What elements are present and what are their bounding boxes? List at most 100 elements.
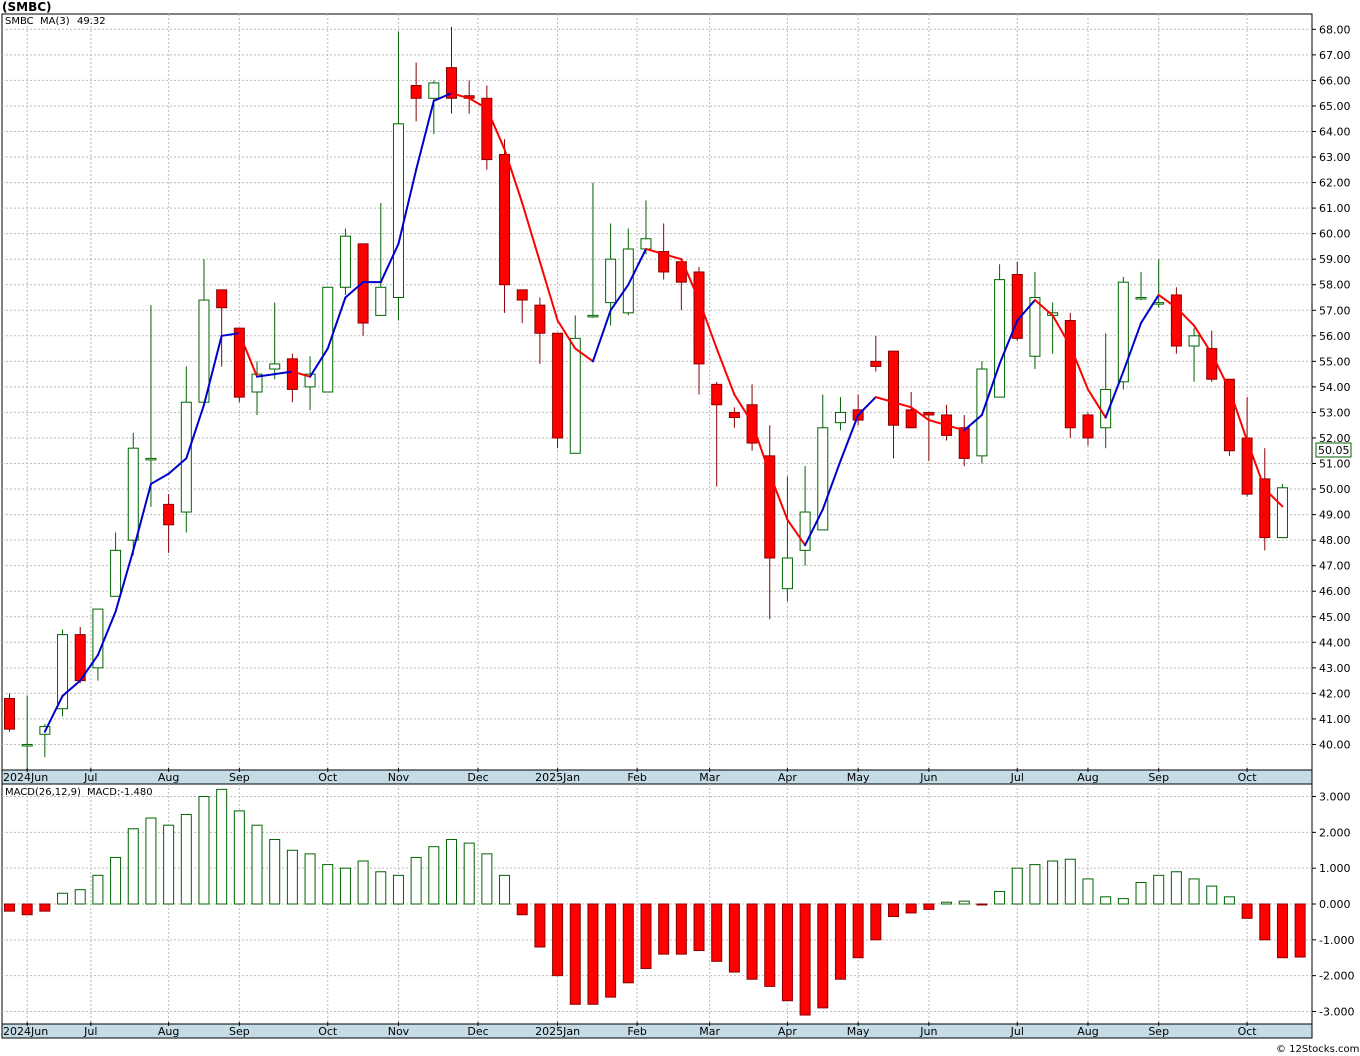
- ma3-segment: [167, 457, 188, 475]
- ma3-segment: [503, 148, 524, 204]
- candle-body: [428, 82, 440, 99]
- macd-month-labels: 2024Jun Jul Aug Sep Oct Nov Dec 2025Jan Feb Mar Ap…: [3, 1022, 1257, 1038]
- ma3-segment: [96, 610, 117, 657]
- price-month-label: Aug: [158, 771, 179, 784]
- ma3-segment: [857, 396, 877, 416]
- candle: [410, 62, 422, 122]
- ma3-segment: [1122, 322, 1143, 373]
- price-tick-label: 60.00: [1319, 228, 1351, 241]
- ma3-segment: [892, 401, 913, 409]
- candle-body: [1223, 378, 1235, 452]
- macd-panel: 3.000 2.000 1.000 0.000 -1.000 -2.000 -3.000 M…: [1, 783, 1354, 1025]
- price-tick-label: 47.00: [1319, 560, 1351, 573]
- ma3-segment: [804, 508, 824, 547]
- price-tick-label: 65.00: [1319, 100, 1351, 113]
- chart-title: (SMBC): [2, 0, 52, 14]
- ma3-segment: [733, 393, 754, 424]
- ma3-segment: [1069, 345, 1089, 391]
- candle: [888, 350, 899, 459]
- macd-tick-label: -2.000: [1319, 970, 1354, 983]
- candle-body: [499, 153, 511, 286]
- candle-body: [198, 299, 210, 403]
- macd-bar: [1047, 860, 1059, 905]
- candle-body: [145, 457, 157, 461]
- price-panel: 40.00 41.00 42.00 43.00 44.00 45.00 46.00 47.00…: [1, 13, 1352, 771]
- price-tick-label: 52.00: [1319, 432, 1351, 445]
- candle: [658, 223, 670, 280]
- ma3-segment: [1175, 306, 1196, 327]
- ma3-segment: [556, 319, 577, 350]
- ma3-segment: [927, 419, 948, 427]
- ma3-segment: [397, 168, 418, 245]
- candle: [322, 286, 334, 393]
- macd-month-label: 2025Jan: [535, 1025, 580, 1038]
- ma3-segment: [415, 99, 435, 171]
- macd-bar: [339, 867, 351, 905]
- macd-bar: [251, 824, 263, 905]
- ma3-segment: [963, 413, 983, 432]
- candle-body: [870, 360, 882, 367]
- ma3-segment: [202, 334, 223, 406]
- macd-bar: [711, 903, 723, 962]
- ma3-segment: [839, 413, 860, 462]
- macd-bar: [286, 849, 298, 905]
- ma3-segment: [715, 347, 736, 396]
- price-tick-label: 54.00: [1319, 381, 1351, 394]
- candle-body: [446, 67, 457, 99]
- macd-bar: [163, 824, 175, 905]
- ma3-segment: [662, 253, 683, 261]
- macd-bar: [375, 871, 387, 905]
- ma3-segment: [149, 472, 170, 485]
- macd-bar: [852, 903, 864, 959]
- candle-body: [534, 304, 546, 334]
- candle-body: [216, 289, 228, 309]
- ma3-segment: [998, 319, 1019, 365]
- macd-bar: [198, 796, 210, 905]
- candle: [1135, 271, 1147, 301]
- ma3-segment: [1193, 324, 1213, 355]
- ma3-segment: [450, 92, 471, 100]
- candle-body: [693, 271, 705, 365]
- price-month-label: Mar: [699, 771, 720, 784]
- candle-body: [764, 455, 776, 559]
- price-month-label: Jul: [83, 771, 97, 784]
- macd-bar: [499, 874, 511, 905]
- macd-legend-value: MACD:-1.480: [87, 787, 153, 798]
- macd-bar: [392, 874, 404, 905]
- macd-bar: [57, 892, 69, 905]
- price-month-label: Apr: [778, 771, 798, 784]
- macd-bar: [834, 903, 846, 980]
- macd-bar: [605, 903, 617, 998]
- macd-bar: [74, 889, 86, 905]
- candle: [375, 203, 387, 316]
- candle: [799, 466, 811, 566]
- candle: [587, 182, 599, 318]
- ma3-segment: [43, 694, 64, 733]
- candle: [958, 414, 970, 467]
- macd-tick-label: 3.000: [1319, 791, 1351, 804]
- ma3-segment: [432, 92, 453, 102]
- price-tick-label: 68.00: [1319, 23, 1351, 36]
- candle: [905, 392, 917, 429]
- macd-month-label: Mar: [699, 1025, 720, 1038]
- candle-body: [1117, 281, 1129, 383]
- ma3-segment: [538, 260, 559, 322]
- macd-y-axis: 3.000 2.000 1.000 0.000 -1.000 -2.000 -3.000: [1312, 791, 1354, 1018]
- candle: [781, 476, 793, 602]
- candle-body: [4, 697, 15, 730]
- ma3-segment: [1033, 299, 1054, 317]
- macd-month-label: May: [847, 1025, 870, 1038]
- ma3-segment: [1086, 388, 1107, 419]
- candle: [1276, 483, 1288, 539]
- candle-body: [74, 634, 86, 682]
- candle-body: [781, 557, 793, 590]
- price-month-label: Nov: [388, 771, 410, 784]
- footer-credit: © 12Stocks.com: [1276, 1044, 1359, 1055]
- candle-body: [375, 286, 387, 316]
- price-month-label: Oct: [1238, 771, 1258, 784]
- candle: [499, 139, 511, 313]
- macd-bar: [516, 903, 528, 916]
- macd-bar: [428, 846, 440, 905]
- price-tick-label: 51.00: [1319, 458, 1351, 471]
- macd-month-label: Sep: [229, 1025, 250, 1038]
